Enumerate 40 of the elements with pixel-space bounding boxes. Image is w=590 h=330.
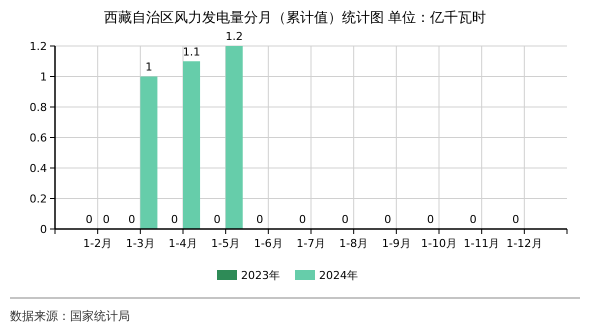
y-tick-label: 0.2 <box>30 192 47 206</box>
data-label: 0 <box>214 213 221 226</box>
x-tick-label: 1-4月 <box>168 237 198 250</box>
source-note: 数据来源：国家统计局 <box>10 309 130 323</box>
x-tick-label: 1-10月 <box>421 237 457 250</box>
data-label: 0 <box>426 213 434 226</box>
data-label: 0 <box>170 213 178 226</box>
data-label: 0 <box>102 213 110 226</box>
y-tick-label: 1 <box>40 70 47 84</box>
bar <box>226 46 243 229</box>
x-tick-label: 1-8月 <box>339 237 368 250</box>
x-tick-label: 1-2月 <box>83 237 112 250</box>
legend-label: 2023年 <box>241 269 280 282</box>
bar <box>183 61 200 229</box>
data-label: 0 <box>470 213 477 226</box>
data-label: 0 <box>86 213 93 226</box>
data-label: 1.2 <box>225 30 243 43</box>
data-label: 0 <box>128 213 136 226</box>
data-label: 0 <box>298 213 306 226</box>
y-tick-label: 1.2 <box>30 40 47 53</box>
y-tick-label: 0.8 <box>30 101 47 114</box>
data-label: 0 <box>384 213 392 226</box>
legend-label: 2024年 <box>319 269 358 282</box>
x-tick-label: 1-11月 <box>464 237 500 250</box>
y-tick-label: 0.4 <box>30 162 47 175</box>
x-tick-label: 1-3月 <box>126 237 155 250</box>
data-label: 0 <box>342 213 349 226</box>
data-label: 0 <box>256 213 264 226</box>
bar <box>140 76 158 229</box>
x-tick-label: 1-5月 <box>211 237 240 250</box>
x-tick-label: 1-6月 <box>254 237 283 250</box>
data-label: 1.1 <box>182 45 200 58</box>
y-tick-label: 0.6 <box>30 132 47 144</box>
x-tick-label: 1-7月 <box>296 237 326 250</box>
y-tick-label: 0 <box>40 223 47 236</box>
data-label: 1 <box>145 60 152 74</box>
x-tick-label: 1-12月 <box>506 237 542 250</box>
data-label: 0 <box>512 213 520 226</box>
chart-title: 西藏自治区风力发电量分月（累计值）统计图 单位：亿千瓦时 <box>104 10 486 26</box>
x-tick-label: 1-9月 <box>382 237 411 250</box>
